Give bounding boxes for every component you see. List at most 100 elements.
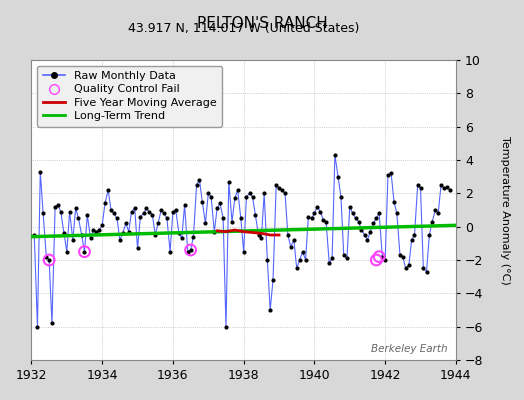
Point xyxy=(319,217,328,223)
Point xyxy=(213,205,221,212)
Point xyxy=(139,210,148,216)
Point xyxy=(254,232,263,238)
Point xyxy=(446,187,454,193)
Point xyxy=(416,185,424,192)
Point xyxy=(419,265,428,272)
Point xyxy=(45,257,53,263)
Point xyxy=(369,220,378,226)
Point xyxy=(57,208,65,215)
Point xyxy=(337,194,345,200)
Point xyxy=(308,215,316,222)
Point xyxy=(292,265,301,272)
Point xyxy=(316,208,324,215)
Point xyxy=(322,218,330,225)
Point xyxy=(60,230,68,236)
Text: PELTON'S RANCH: PELTON'S RANCH xyxy=(196,16,328,31)
Y-axis label: Temperature Anomaly (°C): Temperature Anomaly (°C) xyxy=(500,136,510,284)
Point xyxy=(207,194,215,200)
Point xyxy=(154,220,162,226)
Point xyxy=(242,194,250,200)
Point xyxy=(422,268,431,275)
Point xyxy=(405,262,413,268)
Point xyxy=(275,185,283,192)
Point xyxy=(183,248,192,255)
Point xyxy=(104,187,112,193)
Point xyxy=(51,204,59,210)
Point xyxy=(363,237,372,243)
Point xyxy=(95,227,104,233)
Point xyxy=(384,172,392,178)
Point xyxy=(334,174,342,180)
Point xyxy=(378,254,387,260)
Point xyxy=(42,254,50,260)
Point xyxy=(110,210,118,216)
Point xyxy=(372,215,380,222)
Point xyxy=(71,205,80,212)
Point xyxy=(263,257,271,263)
Point xyxy=(113,215,121,222)
Point xyxy=(89,227,97,233)
Point xyxy=(151,232,159,238)
Point xyxy=(148,212,157,218)
Point xyxy=(204,190,212,196)
Point xyxy=(192,182,201,188)
Point xyxy=(340,252,348,258)
Point xyxy=(178,235,186,242)
Point xyxy=(107,207,115,213)
Point xyxy=(142,205,150,212)
Point xyxy=(251,212,259,218)
Point xyxy=(443,184,451,190)
Point xyxy=(39,210,47,216)
Point xyxy=(437,182,445,188)
Point xyxy=(171,207,180,213)
Point xyxy=(136,214,145,220)
Point xyxy=(428,218,436,225)
Point xyxy=(310,210,319,216)
Point xyxy=(210,228,219,235)
Title: 43.917 N, 114.017 W (United States): 43.917 N, 114.017 W (United States) xyxy=(128,22,359,35)
Point xyxy=(401,265,410,272)
Point xyxy=(125,228,133,235)
Point xyxy=(269,277,277,283)
Point xyxy=(80,248,89,255)
Point xyxy=(357,227,366,233)
Point xyxy=(62,248,71,255)
Point xyxy=(396,252,404,258)
Point xyxy=(408,237,416,243)
Point xyxy=(33,324,41,330)
Point xyxy=(157,207,166,213)
Point xyxy=(328,255,336,262)
Point xyxy=(225,178,233,185)
Point xyxy=(198,198,206,205)
Point xyxy=(219,215,227,222)
Point xyxy=(304,214,313,220)
Point xyxy=(45,257,53,263)
Point xyxy=(239,248,248,255)
Point xyxy=(431,207,440,213)
Point xyxy=(180,202,189,208)
Point xyxy=(30,232,38,238)
Point xyxy=(54,202,62,208)
Point xyxy=(48,320,56,326)
Point xyxy=(245,190,254,196)
Point xyxy=(189,234,198,240)
Point xyxy=(163,215,171,222)
Point xyxy=(283,232,292,238)
Point xyxy=(343,255,351,262)
Point xyxy=(425,232,433,238)
Point xyxy=(434,210,442,216)
Point xyxy=(187,247,195,253)
Point xyxy=(234,187,242,193)
Point xyxy=(130,205,139,212)
Point xyxy=(381,257,389,263)
Point xyxy=(69,237,77,243)
Point xyxy=(216,200,224,206)
Point xyxy=(281,190,289,196)
Point xyxy=(410,232,419,238)
Point xyxy=(413,182,422,188)
Point xyxy=(228,218,236,225)
Point xyxy=(346,204,354,210)
Point xyxy=(440,185,449,192)
Point xyxy=(101,200,109,206)
Point xyxy=(118,230,127,236)
